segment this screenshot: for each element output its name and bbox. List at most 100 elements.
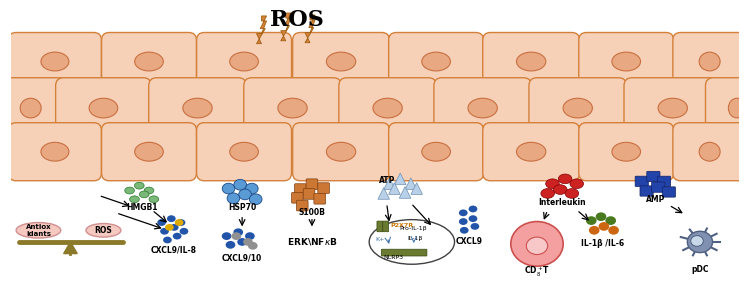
FancyBboxPatch shape: [434, 78, 532, 138]
FancyBboxPatch shape: [673, 123, 746, 181]
Text: ROS: ROS: [94, 226, 112, 235]
Ellipse shape: [222, 183, 235, 194]
FancyBboxPatch shape: [483, 123, 580, 181]
Ellipse shape: [699, 52, 720, 71]
Polygon shape: [64, 242, 77, 254]
Polygon shape: [384, 178, 395, 190]
Ellipse shape: [422, 142, 451, 161]
Ellipse shape: [586, 216, 597, 225]
FancyBboxPatch shape: [377, 221, 382, 232]
Ellipse shape: [612, 52, 640, 71]
FancyBboxPatch shape: [292, 123, 389, 181]
Ellipse shape: [134, 182, 144, 189]
Polygon shape: [405, 178, 417, 190]
Text: ERK\NF$\kappa$B: ERK\NF$\kappa$B: [286, 236, 338, 247]
Text: CXCL9: CXCL9: [455, 237, 482, 246]
FancyBboxPatch shape: [8, 33, 101, 91]
Ellipse shape: [563, 98, 592, 118]
Ellipse shape: [245, 232, 255, 240]
Ellipse shape: [728, 98, 746, 118]
Ellipse shape: [612, 142, 640, 161]
Ellipse shape: [135, 142, 164, 161]
Ellipse shape: [570, 179, 584, 188]
Ellipse shape: [222, 232, 232, 240]
Ellipse shape: [167, 215, 176, 222]
Ellipse shape: [469, 205, 477, 212]
FancyBboxPatch shape: [388, 33, 484, 91]
Text: Pro-IL-1β: Pro-IL-1β: [399, 226, 427, 231]
Ellipse shape: [158, 219, 166, 226]
Ellipse shape: [86, 224, 121, 237]
Ellipse shape: [144, 187, 154, 194]
Ellipse shape: [541, 188, 554, 198]
FancyBboxPatch shape: [196, 123, 292, 181]
Ellipse shape: [160, 228, 169, 235]
Ellipse shape: [20, 98, 41, 118]
Ellipse shape: [326, 142, 356, 161]
Ellipse shape: [422, 52, 451, 71]
Polygon shape: [411, 183, 422, 194]
FancyBboxPatch shape: [8, 123, 101, 181]
Ellipse shape: [565, 188, 579, 198]
Ellipse shape: [245, 183, 258, 194]
Text: IL-1β /IL-6: IL-1β /IL-6: [581, 239, 625, 248]
FancyBboxPatch shape: [381, 249, 427, 256]
FancyBboxPatch shape: [662, 187, 676, 197]
Ellipse shape: [278, 98, 308, 118]
Ellipse shape: [175, 219, 184, 226]
Ellipse shape: [232, 232, 242, 240]
Ellipse shape: [546, 179, 560, 188]
FancyBboxPatch shape: [640, 186, 653, 196]
Ellipse shape: [140, 191, 149, 198]
Ellipse shape: [183, 98, 212, 118]
Ellipse shape: [658, 98, 688, 118]
Ellipse shape: [165, 224, 174, 231]
Ellipse shape: [554, 185, 567, 194]
FancyBboxPatch shape: [196, 33, 292, 91]
Ellipse shape: [234, 179, 247, 190]
Ellipse shape: [177, 219, 185, 226]
Ellipse shape: [687, 231, 712, 253]
Text: Interleukin: Interleukin: [538, 198, 586, 207]
Ellipse shape: [170, 224, 178, 231]
Polygon shape: [394, 173, 406, 185]
Ellipse shape: [691, 236, 703, 246]
Ellipse shape: [470, 223, 479, 230]
FancyBboxPatch shape: [579, 33, 674, 91]
Polygon shape: [399, 187, 411, 198]
Ellipse shape: [226, 241, 236, 249]
Ellipse shape: [172, 233, 182, 239]
FancyBboxPatch shape: [658, 176, 670, 186]
FancyBboxPatch shape: [529, 78, 626, 138]
Ellipse shape: [558, 174, 572, 184]
Text: HMGB1: HMGB1: [127, 203, 158, 212]
Text: P2X7R: P2X7R: [391, 222, 414, 228]
FancyBboxPatch shape: [0, 78, 68, 138]
FancyBboxPatch shape: [673, 33, 746, 91]
Ellipse shape: [326, 52, 356, 71]
FancyBboxPatch shape: [292, 192, 303, 203]
Polygon shape: [305, 15, 315, 43]
Text: CXCL9/IL-8: CXCL9/IL-8: [150, 246, 196, 255]
FancyBboxPatch shape: [296, 200, 308, 211]
Text: HSP70: HSP70: [228, 203, 256, 212]
Ellipse shape: [227, 193, 240, 204]
Polygon shape: [388, 183, 400, 194]
FancyBboxPatch shape: [483, 33, 580, 91]
FancyBboxPatch shape: [339, 78, 436, 138]
Ellipse shape: [163, 237, 172, 243]
Text: ROS: ROS: [271, 9, 324, 31]
FancyBboxPatch shape: [303, 188, 315, 199]
Ellipse shape: [250, 194, 262, 205]
Ellipse shape: [589, 226, 599, 235]
Ellipse shape: [608, 226, 619, 235]
Ellipse shape: [243, 238, 253, 246]
FancyBboxPatch shape: [579, 123, 674, 181]
Ellipse shape: [248, 242, 258, 250]
FancyBboxPatch shape: [148, 78, 246, 138]
Ellipse shape: [526, 237, 548, 254]
Ellipse shape: [596, 212, 606, 221]
Text: ATP: ATP: [380, 176, 396, 185]
Ellipse shape: [230, 52, 258, 71]
FancyBboxPatch shape: [635, 176, 648, 186]
